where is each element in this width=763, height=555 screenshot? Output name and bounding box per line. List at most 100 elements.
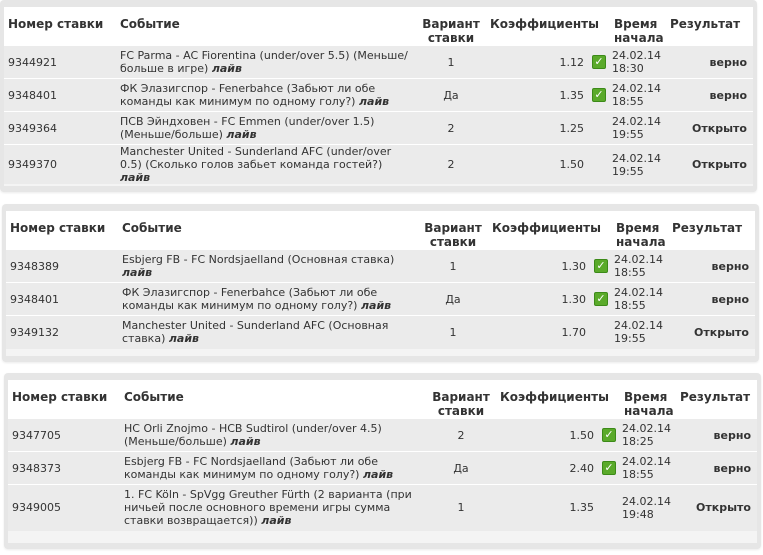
header-event: Событие [118,211,418,250]
event-text: ФК Элазигспор - Fenerbahce (Забьют ли об… [120,82,376,108]
header-num: Номер ставки [4,7,116,46]
check-icon: ✓ [602,428,616,442]
bet-number: 9349370 [4,144,116,184]
header-result: Результат [676,380,757,419]
start-clock: 18:55 [614,266,646,279]
bet-coefficient: 1.12 [486,45,592,79]
live-label: лайв [211,62,242,75]
start-date: 24.02.14 [612,49,661,62]
check-cell: ✓ [602,451,620,485]
check-cell: ✓ [594,249,612,283]
bet-coefficient: 1.50 [496,418,602,452]
start-clock: 18:25 [622,435,654,448]
bet-result: верно [666,78,753,112]
event-text: Manchester United - Sunderland AFC (Осно… [122,319,389,346]
bet-result: верно [668,282,755,316]
live-label: лайв [230,435,261,448]
start-date: 24.02.14 [612,151,661,165]
bet-event: ФК Элазигспор - Fenerbahce (Забьют ли об… [118,282,418,316]
start-clock: 19:48 [622,507,654,521]
bet-number: 9348401 [6,282,118,316]
start-date: 24.02.14 [612,82,661,95]
event-text: ФК Элазигспор - Fenerbahce (Забьют ли об… [122,286,378,312]
bet-event: Manchester United - Sunderland AFC (Осно… [118,315,418,349]
bet-event: ФК Элазигспор - Fenerbahce (Забьют ли об… [116,78,416,112]
bet-variant: 2 [416,111,486,145]
header-variant: Вариант ставки [426,380,496,419]
bet-variant: 1 [426,484,496,531]
bet-coefficient: 1.30 [488,282,594,316]
bet-coefficient: 1.50 [486,144,592,184]
bet-number: 9349364 [4,111,116,145]
table-row: 9349364 ПСВ Эйндховен - FC Emmen (under/o… [4,111,753,145]
start-clock: 18:55 [622,468,654,481]
table-row: 9349370 Manchester United - Sunderland AF… [4,144,753,184]
live-label: лайв [261,514,292,528]
bet-event: HC Orli Znojmo - HCB Sudtirol (under/ove… [120,418,426,452]
bet-start-time: 24.02.14 19:55 [610,111,666,145]
bet-start-time: 24.02.14 18:55 [620,451,676,485]
bet-number: 9349132 [6,315,118,349]
bet-start-time: 24.02.14 18:55 [610,78,666,112]
header-variant: Вариант ставки [416,7,486,46]
bet-start-time: 24.02.14 19:55 [612,315,668,349]
check-icon: ✓ [594,292,608,306]
check-icon: ✓ [594,259,608,273]
event-text: HC Orli Znojmo - HCB Sudtirol (under/ove… [124,422,382,448]
bet-result: верно [668,249,755,283]
bets-table-2: Номер ставки Событие Вариант ставки Коэф… [6,211,755,349]
bet-number: 9348373 [8,451,120,485]
bet-variant: 2 [426,418,496,452]
live-label: лайв [168,332,200,346]
header-time: Время начала [620,380,676,419]
table-row: 9349005 1. FC Köln - SpVgg Greuther Fürth… [8,484,757,531]
bet-event: ПСВ Эйндховен - FC Emmen (under/over 1.5… [116,111,416,145]
live-label: лайв [226,128,257,141]
bet-result: верно [676,451,757,485]
header-time: Время начала [610,7,666,46]
table-row: 9349132 Manchester United - Sunderland AF… [6,315,755,349]
bet-coefficient: 1.25 [486,111,592,145]
header-num: Номер ставки [6,211,118,250]
start-date: 24.02.14 [622,494,671,508]
live-label: лайв [122,266,153,279]
start-date: 24.02.14 [622,422,671,435]
bet-event: Manchester United - Sunderland AFC (unde… [116,144,416,184]
check-cell: ✓ [592,45,610,79]
event-text: Esbjerg FB - FC Nordsjaelland (Основная … [122,253,395,266]
bet-result: Открыто [668,315,755,349]
bet-number: 9348389 [6,249,118,283]
header-coef: Коэффициенты [488,211,612,250]
bet-event: Esbjerg FB - FC Nordsjaelland (Основная … [118,249,418,283]
bet-variant: 2 [416,144,486,184]
table-row: 9348401 ФК Элазигспор - Fenerbahce (Забью… [6,282,755,316]
start-date: 24.02.14 [612,115,661,128]
table-row: 9348401 ФК Элазигспор - Fenerbahce (Забью… [4,78,753,112]
bet-result: верно [666,45,753,79]
bet-start-time: 24.02.14 18:55 [612,282,668,316]
bet-result: верно [676,418,757,452]
check-icon: ✓ [592,88,606,102]
check-cell [592,144,610,184]
live-label: лайв [362,468,394,481]
bet-number: 9349005 [8,484,120,531]
live-label: лайв [358,95,390,108]
start-clock: 19:55 [614,332,646,346]
header-variant: Вариант ставки [418,211,488,250]
check-cell [594,315,612,349]
check-icon: ✓ [602,461,616,475]
header-result: Результат [668,211,755,250]
header-num: Номер ставки [8,380,120,419]
bets-panel-3: Номер ставки Событие Вариант ставки Коэф… [4,373,761,549]
bet-start-time: 24.02.14 18:55 [612,249,668,283]
bet-result: Открыто [676,484,757,531]
bet-variant: Да [426,451,496,485]
table-row: 9344921 FC Parma - AC Fiorentina (under/o… [4,45,753,79]
check-cell: ✓ [594,282,612,316]
table-row: 9348389 Esbjerg FB - FC Nordsjaelland (Ос… [6,249,755,283]
bet-number: 9348401 [4,78,116,112]
table-header: Номер ставки Событие Вариант ставки Коэф… [6,211,755,250]
header-event: Событие [116,7,416,46]
header-result: Результат [666,7,753,46]
bet-number: 9347705 [8,418,120,452]
